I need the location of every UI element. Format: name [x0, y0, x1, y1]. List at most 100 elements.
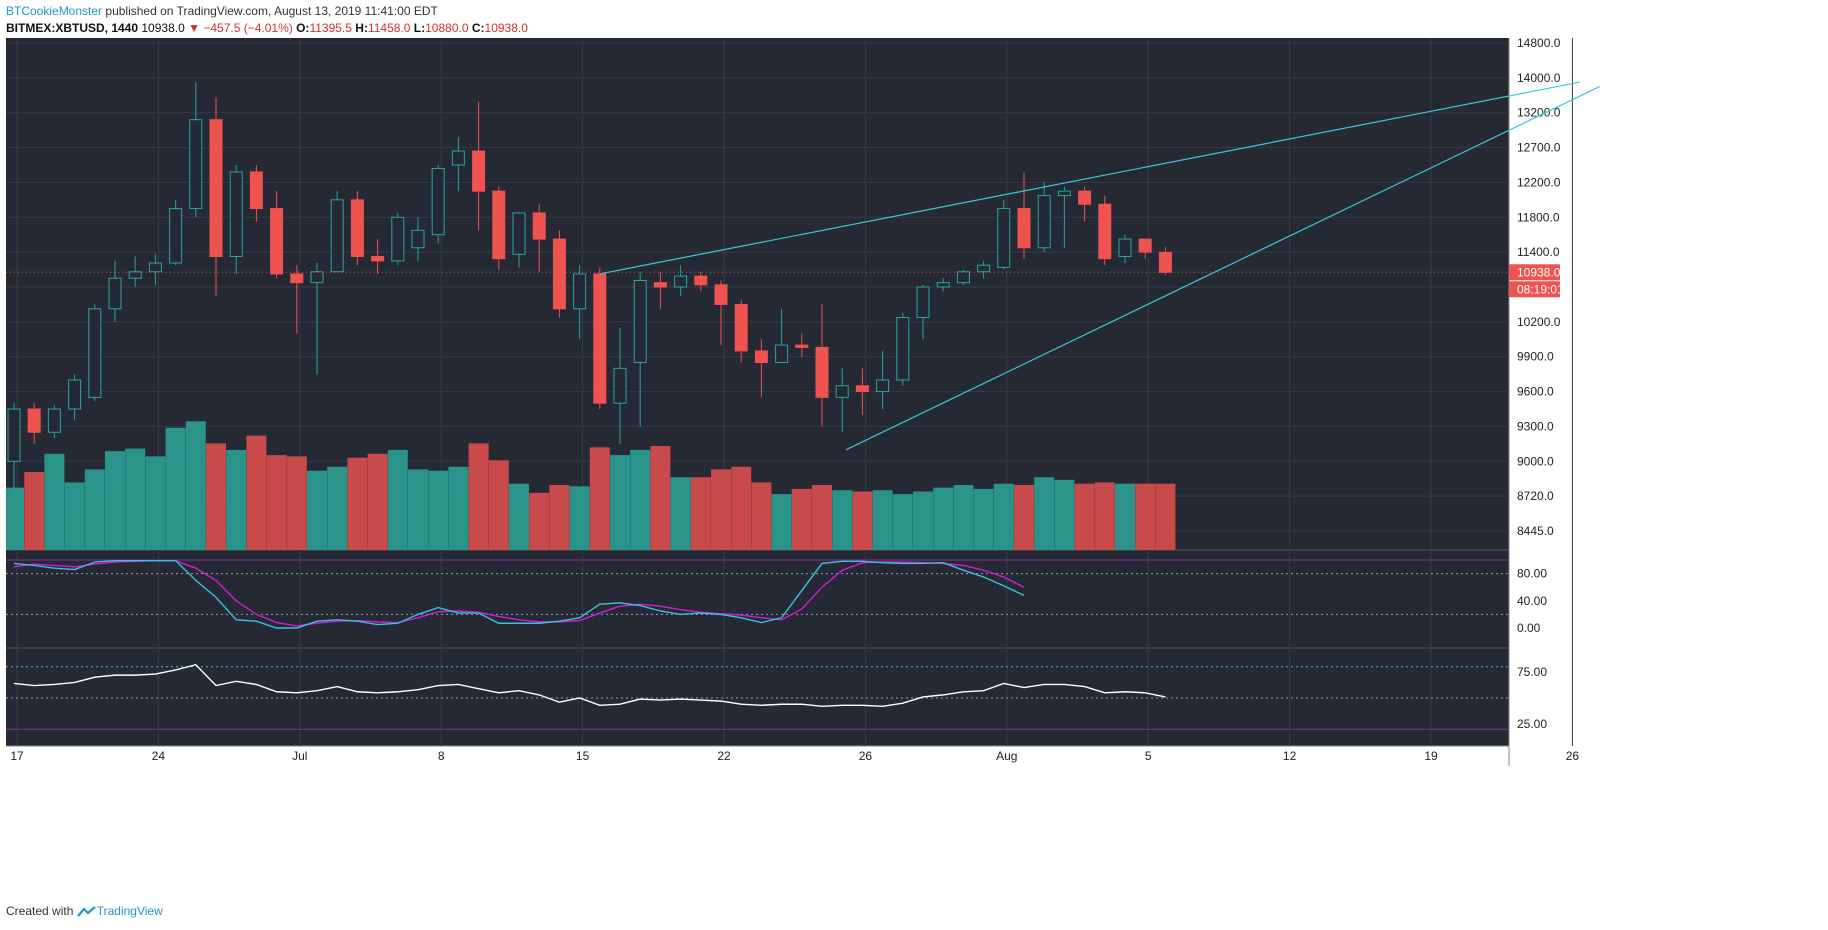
volume-bar — [1094, 482, 1115, 550]
volume-bar — [185, 421, 206, 550]
volume-bar — [872, 490, 893, 550]
candle-body-down — [350, 199, 364, 258]
volume-bar — [84, 469, 105, 550]
high-label: H: — [355, 21, 368, 35]
volume-bar — [933, 487, 954, 550]
candle-body-down — [209, 119, 223, 257]
volume-bar — [973, 488, 994, 550]
candle-body-up — [128, 271, 142, 279]
volume-bar — [1034, 477, 1055, 550]
volume-bar — [165, 427, 186, 550]
ohlc-legend: BITMEX:XBTUSD, 1440 10938.0 ▼ −457.5 (−4… — [6, 21, 528, 35]
candle-body-down — [270, 208, 284, 275]
tradingview-brand-link[interactable]: TradingView — [96, 904, 163, 918]
rsi-line — [13, 663, 1166, 708]
volume-bar — [428, 470, 449, 550]
candle-body-down — [1078, 190, 1092, 205]
candle-body-down — [855, 385, 869, 393]
volume-bar — [44, 453, 65, 550]
candle-body-up — [169, 208, 183, 264]
volume-bar — [1115, 483, 1135, 550]
stoch-axis-label: 0.00 — [1517, 621, 1541, 635]
candle-body-down — [1158, 251, 1172, 273]
stoch-k-line — [13, 559, 1025, 629]
rsi-axis-label: 75.00 — [1517, 665, 1547, 679]
rsi-axis-label: 25.00 — [1517, 717, 1547, 731]
price-tick-label: 13200.0 — [1517, 106, 1561, 120]
candle-body-up — [956, 271, 970, 284]
candle-body-up — [451, 150, 465, 166]
candle-body-down — [371, 256, 385, 262]
volume-bar — [286, 456, 307, 550]
volume-bar — [226, 449, 247, 550]
candle-body-up — [936, 282, 950, 288]
candle-body-down — [552, 238, 566, 310]
price-tick-label: 12700.0 — [1517, 141, 1561, 155]
volume-bar — [24, 472, 45, 550]
candle-body-up — [1037, 195, 1051, 249]
volume-bar — [347, 457, 368, 550]
stoch-axis-label: 40.00 — [1517, 594, 1547, 608]
down-triangle-icon: ▼ — [188, 21, 200, 35]
candle-body-up — [573, 273, 587, 310]
candle-body-up — [775, 344, 789, 364]
price-axis-background — [1509, 38, 1822, 766]
volume-bar — [589, 447, 610, 550]
price-chart[interactable]: 14800.0 14000.0 13200.0 12700.0 12200.0 11800… — [6, 38, 1822, 898]
price-tick-label: 8445.0 — [1517, 524, 1554, 538]
candle-body-up — [88, 308, 102, 398]
candle-body-up — [1057, 190, 1071, 196]
price-tick-label: 10200.0 — [1517, 315, 1561, 329]
candle-body-up — [189, 119, 203, 210]
volume-bar — [610, 455, 630, 550]
open-label: O: — [296, 21, 310, 35]
author-link[interactable]: BTCookieMonster — [6, 4, 103, 18]
time-tick-label: 22 — [717, 749, 731, 763]
volume-bar — [145, 456, 166, 550]
candle-body-up — [330, 199, 344, 273]
volume-bar — [408, 469, 428, 550]
candle-body-down — [714, 284, 728, 305]
candle-body-up — [916, 286, 930, 318]
volume-bar — [468, 443, 489, 550]
candle-body-up — [229, 171, 243, 258]
volume-bar — [387, 449, 408, 550]
time-tick-label: 8 — [438, 749, 445, 763]
volume-bar — [812, 485, 832, 550]
candle-body-up — [411, 229, 425, 249]
change-text: −457.5 (−4.01%) — [203, 21, 293, 35]
candle-body-down — [795, 344, 809, 348]
candle-body-up — [431, 167, 445, 236]
price-tick-label: 8720.0 — [1517, 489, 1554, 503]
volume-bar — [327, 466, 348, 550]
candle-body-up — [674, 275, 688, 288]
candle-body-up — [977, 264, 991, 273]
time-tick-label: 5 — [1145, 749, 1152, 763]
candle-body-up — [876, 379, 890, 393]
trendline — [599, 81, 1580, 275]
time-tick-label: Aug — [996, 749, 1017, 763]
time-axis-background — [6, 746, 1509, 766]
candle-body-up — [310, 271, 324, 284]
close-value: 10938.0 — [484, 21, 528, 35]
volume-bar — [1054, 479, 1075, 550]
candle-body-down — [1098, 203, 1112, 260]
price-tick-label: 9300.0 — [1517, 419, 1554, 433]
price-tick-label: 9900.0 — [1517, 350, 1554, 364]
volume-bar — [549, 485, 570, 550]
volume-bar — [266, 455, 287, 550]
countdown-label: 08:19:01 — [1517, 282, 1564, 296]
price-tick-label: 14000.0 — [1517, 71, 1561, 85]
footer: Created with TradingView — [6, 904, 163, 918]
volume-bar — [488, 460, 509, 550]
last-price-text: 10938.0 — [141, 21, 185, 35]
volume-bar — [630, 449, 651, 550]
volume-bar — [892, 494, 913, 550]
candle-body-up — [835, 385, 849, 398]
candle-body-up — [7, 408, 21, 462]
candle-body-down — [532, 212, 546, 240]
candle-body-down — [734, 303, 748, 352]
candle-body-up — [613, 367, 627, 404]
volume-bar — [1074, 483, 1095, 550]
publish-text: published on TradingView.com, August 13,… — [105, 4, 438, 18]
